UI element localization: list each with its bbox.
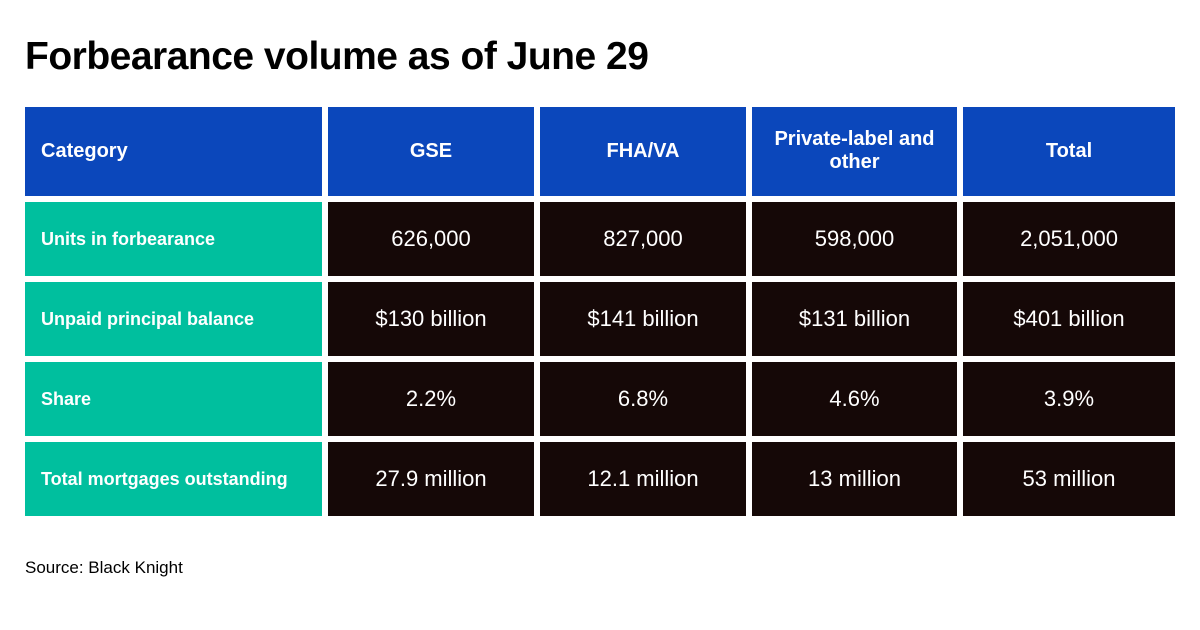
forbearance-table: Category GSE FHA/VA Private-label and other…	[25, 106, 1175, 516]
table-cell: 13 million	[752, 441, 957, 516]
table-cell: 12.1 million	[540, 441, 746, 516]
table-cell: 53 million	[963, 441, 1175, 516]
table-cell: $401 billion	[963, 281, 1175, 356]
row-label-total-mortgages-outstanding: Total mortgages outstanding	[25, 441, 322, 516]
table-cell: 6.8%	[540, 361, 746, 436]
table-cell: 3.9%	[963, 361, 1175, 436]
table-cell: 4.6%	[752, 361, 957, 436]
row-label-share: Share	[25, 361, 322, 436]
column-header-private-label-and-other: Private-label and other	[752, 106, 957, 196]
row-label-unpaid-principal-balance: Unpaid principal balance	[25, 281, 322, 356]
column-header-gse: GSE	[328, 106, 534, 196]
column-header-fha-va: FHA/VA	[540, 106, 746, 196]
source-note: Source: Black Knight	[25, 557, 183, 577]
table-cell: 27.9 million	[328, 441, 534, 516]
table-cell: 626,000	[328, 201, 534, 276]
row-label-units-in-forbearance: Units in forbearance	[25, 201, 322, 276]
column-header-category: Category	[25, 106, 322, 196]
column-header-total: Total	[963, 106, 1175, 196]
table-cell: 827,000	[540, 201, 746, 276]
page-title: Forbearance volume as of June 29	[25, 35, 649, 78]
table-cell: $141 billion	[540, 281, 746, 356]
table-cell: 2,051,000	[963, 201, 1175, 276]
table-cell: 2.2%	[328, 361, 534, 436]
table-cell: 598,000	[752, 201, 957, 276]
table-cell: $130 billion	[328, 281, 534, 356]
table-cell: $131 billion	[752, 281, 957, 356]
